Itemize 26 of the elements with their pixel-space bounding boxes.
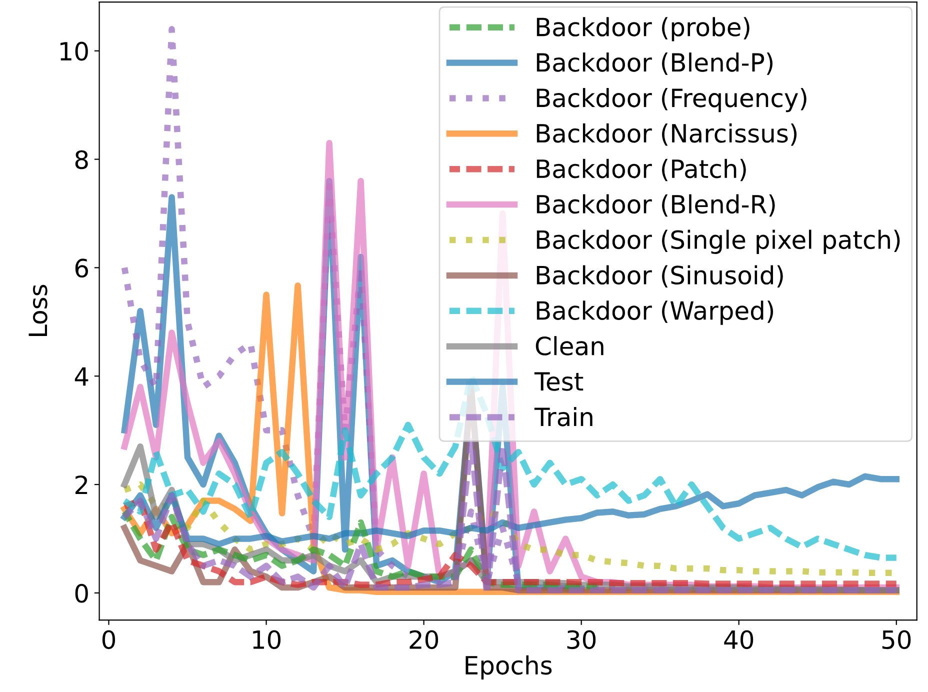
x-tick-label: 0 — [102, 630, 116, 650]
legend-label: Backdoor (Narcissus) — [536, 123, 797, 146]
y-tick-label: 10 — [60, 42, 88, 61]
legend-label: Backdoor (Blend-P) — [536, 52, 773, 75]
x-tick-label: 50 — [882, 630, 911, 650]
x-tick-label: 30 — [567, 630, 596, 650]
legend-label: Backdoor (Patch) — [536, 158, 746, 182]
legend-label: Test — [534, 372, 584, 391]
legend-label: Train — [534, 406, 592, 426]
y-tick-label: 4 — [74, 367, 88, 386]
legend-label: Backdoor (Frequency) — [536, 88, 806, 112]
legend-label: Backdoor (Blend-R) — [536, 194, 775, 217]
legend-label: Backdoor (Warped) — [536, 300, 774, 325]
y-tick-label: 2 — [76, 475, 88, 494]
x-tick-label: 20 — [410, 630, 438, 650]
y-axis-title: Loss — [28, 284, 48, 336]
x-axis-title: Epochs — [466, 655, 552, 680]
legend-label: Clean — [536, 336, 604, 356]
x-tick-label: 40 — [724, 630, 754, 650]
legend-label: Backdoor (probe) — [536, 17, 750, 42]
x-tick-label: 10 — [253, 630, 281, 650]
legend-label: Backdoor (Single pixel patch) — [536, 230, 900, 254]
legend-label: Backdoor (Sinusoid) — [536, 265, 783, 288]
y-tick-label: 0 — [75, 584, 88, 603]
y-tick-label: 6 — [75, 258, 88, 278]
y-tick-label: 8 — [75, 150, 88, 170]
